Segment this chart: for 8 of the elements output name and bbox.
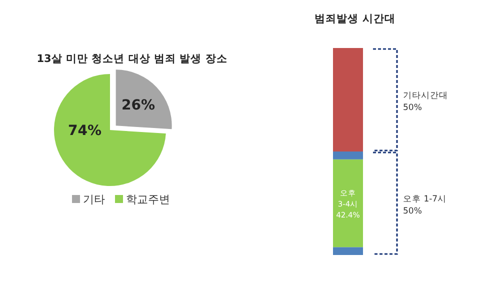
text: 오후 1-7시 50% bbox=[403, 194, 447, 216]
legend-label: 학교주변 bbox=[126, 193, 170, 206]
data-label: 74% bbox=[68, 123, 102, 139]
chart-title: 13살 미만 청소년 대상 범죄 발생 장소 bbox=[36, 53, 228, 65]
chart-title: 범죄발생 시간대 bbox=[314, 13, 396, 25]
data-label: 26% bbox=[122, 98, 156, 114]
legend-label: 기타 bbox=[83, 193, 105, 206]
text: 기타시간대 50% bbox=[403, 90, 448, 113]
